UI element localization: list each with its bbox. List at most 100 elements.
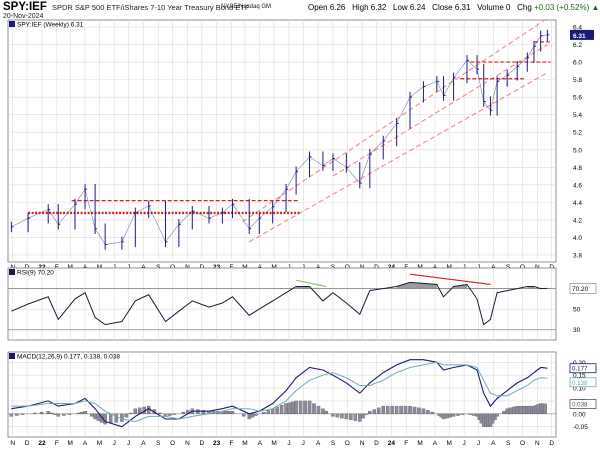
macd-y-tick-label: 0.00 <box>573 411 586 418</box>
macd-histogram-bar <box>15 413 19 416</box>
open-value: 6.26 <box>329 3 346 12</box>
x-tick-label: 24 <box>388 264 396 271</box>
macd-histogram-bar <box>543 403 547 414</box>
price-legend-swatch <box>9 21 15 27</box>
macd-histogram-bar <box>372 409 377 414</box>
macd-histogram-bar <box>426 410 430 414</box>
macd-histogram-bar <box>312 403 316 414</box>
x-tick-label: M <box>447 264 452 271</box>
macd-histogram-bar <box>279 405 284 414</box>
x-tick-label: S <box>506 264 511 271</box>
macd-histogram-bar <box>456 413 460 416</box>
macd-histogram-bar <box>502 411 506 414</box>
macd-histogram-bar <box>340 413 344 419</box>
x-tick-label: N <box>360 264 365 271</box>
price-y-tick-label: 4.2 <box>573 217 582 224</box>
macd-x-tick-label: F <box>55 440 59 447</box>
price-y-tick-label: 5.4 <box>573 112 582 119</box>
x-tick-label: M <box>97 264 102 271</box>
macd-histogram-bar <box>441 413 446 420</box>
macd-x-tick-label: M <box>447 440 452 447</box>
macd-x-tick-label: M <box>68 440 73 447</box>
macd-histogram-bar <box>76 412 81 414</box>
x-tick-label: A <box>83 264 88 271</box>
macd-y-tick-label: -0.05 <box>573 424 588 431</box>
macd-histogram-bar <box>417 407 421 414</box>
x-tick-label: 23 <box>213 264 221 271</box>
macd-histogram-bar <box>471 413 476 416</box>
x-tick-label: J <box>477 264 480 271</box>
macd-legend-label: MACD(12,26,9) 0.177, 0.138, 0.038 <box>17 354 120 361</box>
price-series-line <box>11 34 548 245</box>
macd-histogram-bar <box>103 413 107 425</box>
price-legend-label: SPY:IEF (Weekly) 6.31 <box>17 22 84 29</box>
quote-summary: Open 6.26 High 6.32 Low 6.24 Close 6.31 … <box>308 3 599 12</box>
security-name: SPDR S&P 500 ETF/iShares 7-10 Year Treas… <box>52 3 250 12</box>
macd-x-tick-label: J <box>302 440 305 447</box>
macd-histogram-bar <box>316 405 321 414</box>
macd-last-value-label: 0.038 <box>572 402 588 409</box>
macd-histogram-bar <box>108 413 113 424</box>
open-label: Open <box>308 3 328 12</box>
macd-histogram-bar <box>445 413 449 419</box>
chart-date: 20-Nov-2024 <box>3 13 44 20</box>
macd-histogram-bar <box>294 400 298 414</box>
macd-x-tick-label: A <box>141 440 146 447</box>
macd-last-value-box <box>569 363 597 374</box>
x-tick-label: O <box>345 264 350 271</box>
x-tick-label: 22 <box>38 264 46 271</box>
macd-histogram-bar <box>254 413 258 416</box>
macd-histogram-bar <box>307 400 312 414</box>
macd-histogram-bar <box>495 413 499 417</box>
x-tick-label: D <box>374 264 379 271</box>
macd-histogram-bar <box>408 405 412 414</box>
macd-x-tick-label: J <box>287 440 290 447</box>
macd-x-tick-label: N <box>360 440 365 447</box>
high-value: 6.32 <box>370 3 387 12</box>
macd-histogram-bar <box>9 413 14 417</box>
x-tick-label: F <box>55 264 59 271</box>
macd-histogram-bar <box>67 413 72 415</box>
rsi-divergence-line <box>409 273 491 286</box>
macd-histogram-bar <box>512 406 516 414</box>
macd-x-tick-label: M <box>417 440 422 447</box>
macd-x-tick-label: 22 <box>38 440 46 447</box>
macd-x-tick-label: M <box>242 440 247 447</box>
price-last-value-label: 6.31 <box>573 33 586 40</box>
price-y-tick-label: 5.6 <box>573 95 582 102</box>
macd-x-tick-label: D <box>199 440 204 447</box>
volume-value: 0 <box>506 3 511 12</box>
macd-x-tick-label: J <box>477 440 480 447</box>
rsi-y-tick-label: 30 <box>573 327 581 334</box>
rsi-trend-line <box>295 279 327 288</box>
macd-histogram-bar <box>291 401 295 414</box>
macd-histogram-bar <box>358 413 362 422</box>
macd-histogram-bar <box>412 406 417 414</box>
price-y-tick-label: 6.4 <box>573 25 582 32</box>
macd-histogram-bar <box>39 411 44 414</box>
macd-histogram-bar <box>181 411 186 414</box>
ticker-symbol: SPY:IEF <box>3 1 47 13</box>
macd-x-tick-label: A <box>316 440 321 447</box>
price-y-tick-label: 5.2 <box>573 130 582 137</box>
x-tick-label: N <box>10 264 15 271</box>
macd-histogram-bar <box>505 408 509 414</box>
macd-histogram-bar <box>89 413 94 417</box>
macd-histogram-bar <box>451 413 456 417</box>
x-tick-label: N <box>185 264 190 271</box>
macd-x-tick-label: D <box>549 440 554 447</box>
macd-x-tick-label: 23 <box>213 440 221 447</box>
macd-x-tick-label: N <box>535 440 540 447</box>
macd-histogram-bar <box>124 413 129 418</box>
macd-x-tick-label: F <box>230 440 234 447</box>
macd-histogram-bar <box>79 411 84 414</box>
x-tick-label: O <box>170 264 175 271</box>
macd-y-tick-label: 0.20 <box>573 360 586 367</box>
x-tick-label: A <box>433 264 438 271</box>
macd-histogram-bar <box>270 408 275 414</box>
price-y-tick-label: 6.0 <box>573 60 582 67</box>
price-y-tick-label: 6.2 <box>573 42 582 49</box>
macd-histogram-bar <box>298 400 303 414</box>
macd-histogram-bar <box>515 405 519 414</box>
macd-histogram-bar <box>49 412 54 414</box>
